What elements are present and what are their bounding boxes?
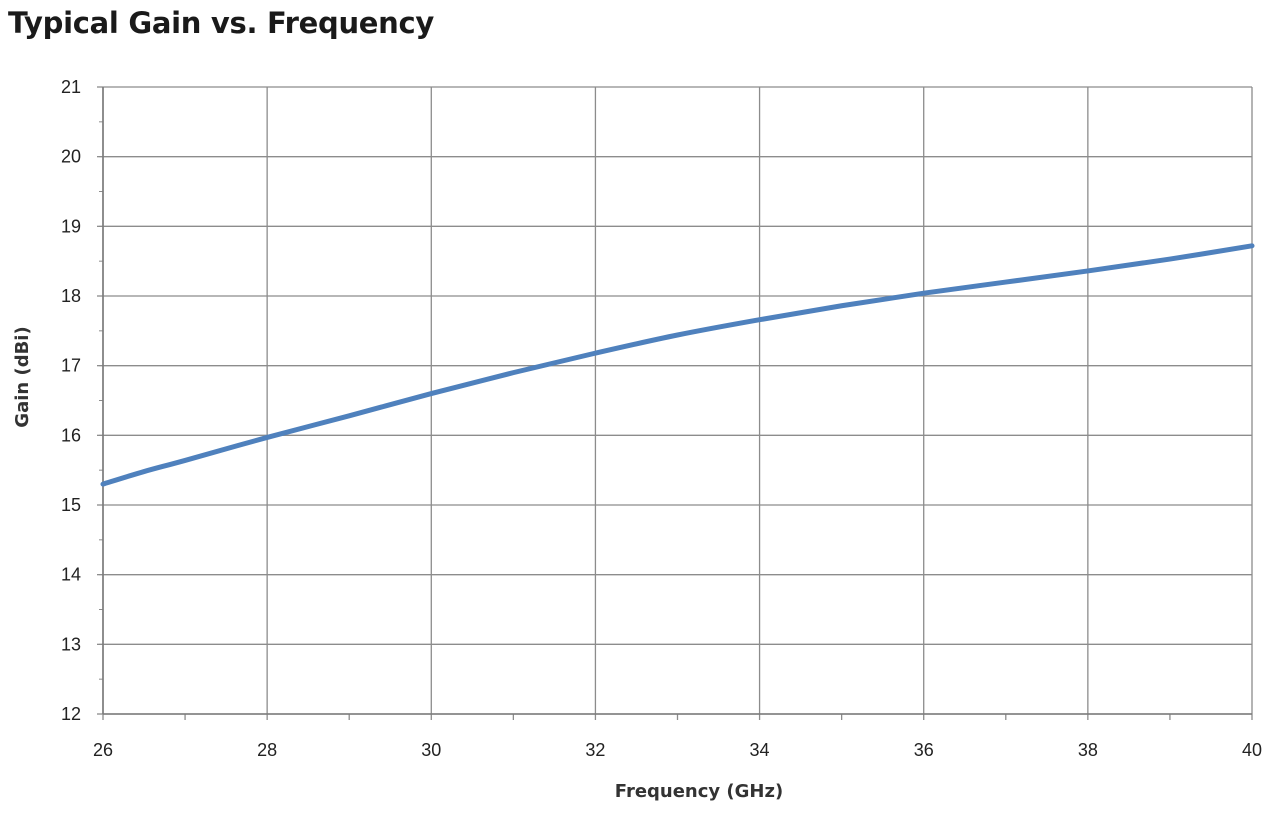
y-tick-label: 17	[61, 356, 81, 376]
y-tick-label: 19	[61, 216, 81, 236]
x-tick-label: 34	[750, 740, 770, 760]
y-tick-label: 13	[61, 634, 81, 654]
x-tick-label: 32	[585, 740, 605, 760]
chart-title: Typical Gain vs. Frequency	[8, 6, 435, 40]
y-tick-label: 20	[61, 147, 81, 167]
x-tick-label: 26	[93, 740, 113, 760]
y-tick-label: 16	[61, 425, 81, 445]
x-tick-label: 28	[257, 740, 277, 760]
x-tick-label: 40	[1242, 740, 1262, 760]
x-tick-label: 30	[421, 740, 441, 760]
series-layer	[100, 243, 1255, 487]
axes	[97, 86, 1253, 720]
x-tick-label: 36	[914, 740, 934, 760]
gain-series-line	[100, 243, 1255, 487]
grid-lines	[102, 86, 1253, 715]
y-tick-label: 18	[61, 286, 81, 306]
x-tick-label: 38	[1078, 740, 1098, 760]
y-tick-label: 14	[61, 565, 81, 585]
x-axis-title: Frequency (GHz)	[615, 781, 783, 802]
y-tick-label: 15	[61, 495, 81, 515]
y-axis-title: Gain (dBi)	[12, 326, 33, 427]
y-tick-label: 21	[61, 77, 81, 97]
tick-labels: 12 13 14 15 16 17 18 19 20 21 26 28 30 32 34 36 38 40	[61, 77, 1262, 760]
y-tick-label: 12	[61, 704, 81, 724]
